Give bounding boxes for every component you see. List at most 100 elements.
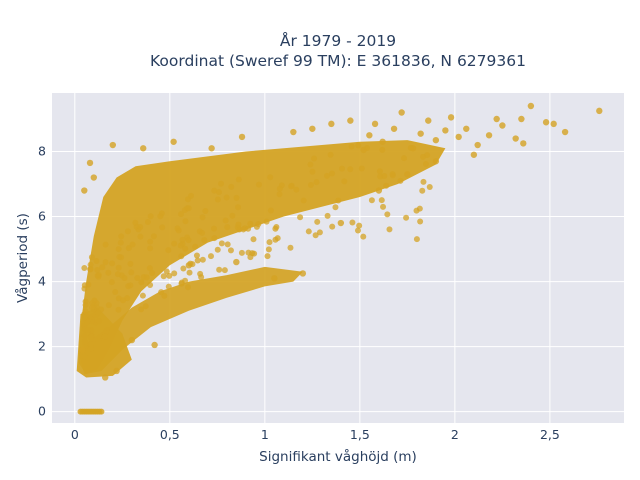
data-point [561,128,569,136]
density-point [358,165,365,172]
density-point [368,197,375,204]
density-point [419,187,426,194]
density-point [407,144,414,151]
density-point [99,264,106,271]
density-point [235,204,242,211]
data-point [290,128,297,136]
density-point [349,219,356,226]
density-point [166,272,173,279]
density-point [147,282,154,289]
density-point [199,256,206,263]
density-point [117,239,124,246]
data-point [347,117,354,124]
density-point [235,176,242,183]
data-point [404,171,411,178]
density-point [364,145,371,152]
density-point [329,170,336,177]
density-point [211,187,218,194]
density-point [82,301,89,308]
density-point [238,249,245,256]
data-point [470,151,478,158]
x-axis-title: Signifikant våghöjd (m) [259,448,417,465]
data-point [474,141,481,149]
density-point [108,279,115,286]
density-point [327,151,334,158]
data-point [447,114,455,121]
data-point [128,336,136,344]
point-cloud-upper-branch [78,140,446,375]
y-tick-label: 0 [38,404,46,419]
density-point [202,208,209,215]
x-tick-label: 2,5 [540,427,560,442]
density-point [311,155,318,162]
density-point [245,249,252,256]
density-point [348,143,355,150]
density-point [266,239,273,246]
density-point [339,165,346,172]
density-point [276,191,283,198]
density-point [171,240,178,247]
x-tick-label: 2 [451,427,459,442]
density-point [233,194,240,201]
density-point [87,345,94,352]
density-point [187,260,194,267]
data-point [79,346,86,354]
density-point [89,299,96,306]
y-axis-title: Vågperiod (s) [14,213,31,303]
density-point [127,282,134,289]
density-point [178,253,185,260]
density-point [84,327,91,334]
density-point [360,233,367,240]
density-point [137,223,144,230]
data-point [337,219,345,227]
density-point [376,168,383,175]
density-point [389,171,396,178]
density-point [87,261,94,268]
density-point [177,242,184,249]
data-point [442,127,449,134]
data-point [596,107,603,115]
density-point [218,240,225,247]
data-point [151,341,158,349]
density-point [95,273,102,280]
density-point [255,221,262,228]
x-tick-labels: 0 0,5 1 1,5 2 2,5 [71,427,560,442]
density-point [81,282,88,289]
density-point [378,197,385,204]
density-point [179,236,186,243]
y-tick-label: 2 [38,339,46,354]
density-point [267,174,274,181]
density-point [115,246,122,253]
data-point [390,125,398,132]
chart-title-line-1: År 1979 - 2019 [280,31,396,50]
density-point [115,264,122,271]
density-point [307,181,314,188]
data-point [425,117,432,124]
density-point [354,227,361,234]
density-point [276,185,283,192]
data-point [463,125,470,132]
density-point [426,183,433,190]
density-point [316,229,323,236]
density-point [185,205,192,212]
density-point [422,160,429,167]
density-point [307,161,314,168]
data-point [371,120,379,128]
density-point [329,223,336,230]
density-point [178,279,185,286]
density-point [127,260,134,267]
y-tick-label: 8 [38,144,46,159]
density-point [102,241,109,248]
density-point [222,217,229,224]
density-point [245,225,252,232]
density-point [227,247,234,254]
density-point [274,235,281,242]
density-point [185,284,192,291]
x-tick-label: 1,5 [350,427,370,442]
density-point [125,245,132,252]
density-point [247,220,254,227]
density-point [129,241,136,248]
density-point [128,269,135,276]
density-point [300,197,307,204]
density-point [87,266,94,273]
